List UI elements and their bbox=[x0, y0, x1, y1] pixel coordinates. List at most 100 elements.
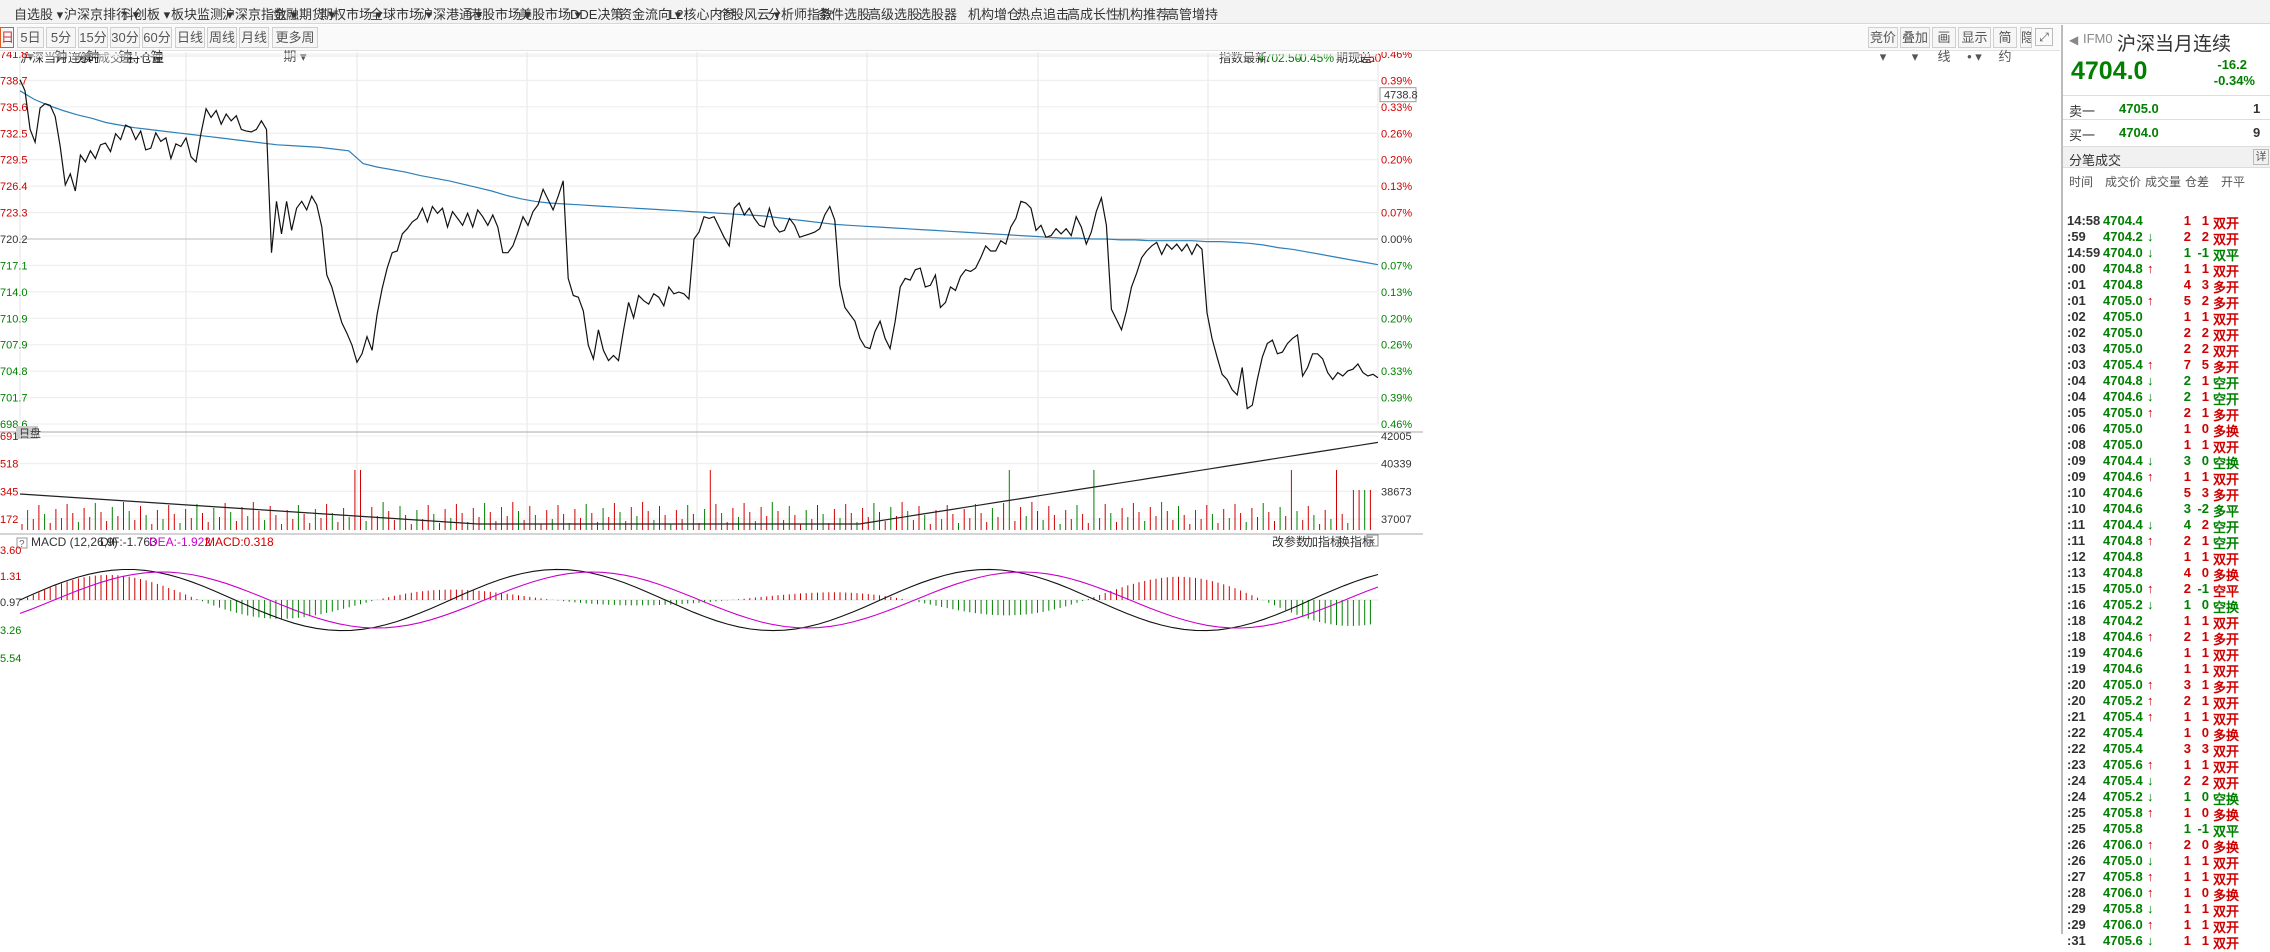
tick-p: 4705.0 bbox=[2103, 405, 2143, 420]
price-line[interactable] bbox=[19, 79, 1379, 410]
tick-d: 5 bbox=[2201, 357, 2209, 372]
period-button-2[interactable]: 5分钟 bbox=[46, 27, 76, 64]
menu-item-9[interactable]: 港股市场 ▾ bbox=[469, 7, 532, 22]
tick-header-0: 时间 bbox=[2069, 175, 2094, 189]
tick-a: ↓ bbox=[2147, 773, 2154, 788]
tick-detail-button[interactable]: 详 bbox=[2253, 149, 2269, 165]
tick-p: 4704.6 bbox=[2103, 661, 2143, 676]
chart-area: 沪深当月连续 分时 成交量 持仓量 指数最新: 4702.50 -0.45% 期现差: 1.50… bbox=[0, 49, 2060, 934]
tick-p: 4704.8 bbox=[2103, 373, 2143, 388]
menu-item-1[interactable]: 沪深京排行 ▾ bbox=[64, 7, 140, 22]
menu-item-7[interactable]: 全球市场 ▾ bbox=[370, 7, 433, 22]
period-button-3[interactable]: 15分钟 bbox=[78, 27, 108, 64]
price-axis-right-9: 0.13% bbox=[1381, 287, 1412, 299]
period-button-5[interactable]: 60分钟 bbox=[142, 27, 172, 64]
tick-d: 1 bbox=[2201, 613, 2209, 628]
menu-item-20[interactable]: 热点追击 bbox=[1017, 7, 1070, 22]
tick-p: 4704.8 bbox=[2103, 549, 2143, 564]
tick-v: 1 bbox=[2183, 789, 2191, 804]
tick-header-1: 成交价 bbox=[2105, 175, 2142, 189]
chart-tool-4[interactable]: 简约 bbox=[1993, 27, 2017, 64]
tick-d: 1 bbox=[2201, 645, 2209, 660]
menu-item-11[interactable]: DDE决策 bbox=[570, 7, 624, 22]
tick-v: 1 bbox=[2183, 933, 2191, 948]
menu-item-21[interactable]: 高成长性 bbox=[1067, 7, 1120, 22]
period-button-6[interactable]: 日线 bbox=[175, 27, 205, 48]
chart-tool-5[interactable]: 隐藏 ▾ bbox=[2020, 27, 2032, 48]
tick-d: 1 bbox=[2201, 693, 2209, 708]
menu-item-8[interactable]: 沪深港通 ▾ bbox=[420, 7, 483, 22]
tick-d: 1 bbox=[2201, 853, 2209, 868]
menu-item-12[interactable]: 资金流向 ▾ bbox=[619, 7, 682, 22]
macd-action-1: 加指标 bbox=[1306, 534, 1342, 549]
tick-d: 1 bbox=[2201, 533, 2209, 548]
tick-p: 4704.8 bbox=[2103, 533, 2143, 548]
tick-a: ↑ bbox=[2147, 917, 2154, 932]
menu-item-0[interactable]: 自选股 ▾ bbox=[14, 7, 64, 22]
menu-item-4[interactable]: 沪深京指数 ▾ bbox=[222, 7, 298, 22]
tick-v: 2 bbox=[2183, 837, 2191, 852]
chart-tool-2[interactable]: 画线 bbox=[1932, 27, 1956, 64]
tick-d: 1 bbox=[2201, 677, 2209, 692]
period-toolbar: 日 5日 ▾ 5分钟 15分钟 30分钟 60分钟 日线 周线 月线 更多周期 ▾ 竞价 ▾ 叠加 … bbox=[0, 25, 2060, 64]
tick-row: :24 4705.4 ↓ 2 2 双开 bbox=[2063, 773, 2270, 791]
tick-t: :02 bbox=[2067, 309, 2086, 324]
tick-v: 1 bbox=[2183, 869, 2191, 884]
tick-a: ↓ bbox=[2147, 245, 2154, 260]
back-arrow-icon[interactable]: ◀ bbox=[2069, 33, 2079, 47]
tick-p: 4705.8 bbox=[2103, 821, 2143, 836]
menu-item-10[interactable]: 美股市场 ▾ bbox=[519, 7, 582, 22]
period-button-0[interactable]: 日 bbox=[0, 27, 14, 48]
menu-item-5[interactable]: 金融期货 ▾ bbox=[273, 7, 336, 22]
period-button-9[interactable]: 更多周期 ▾ bbox=[272, 27, 318, 64]
tick-a: ↑ bbox=[2147, 581, 2154, 596]
tick-d: 1 bbox=[2201, 933, 2209, 948]
price-axis-right-11: 0.26% bbox=[1381, 340, 1412, 352]
menu-item-22[interactable]: 机构推荐 bbox=[1117, 7, 1170, 22]
menu-item-14[interactable]: 个股风云 ▾ bbox=[718, 7, 781, 22]
menu-item-13[interactable]: L2核心内参 bbox=[669, 7, 736, 22]
tick-d: 1 bbox=[2201, 917, 2209, 932]
chart-tool-3[interactable]: 显示 • ▾ bbox=[1958, 27, 1991, 64]
expand-icon[interactable]: ⤢ bbox=[2035, 28, 2053, 46]
menu-item-2[interactable]: 科创板 ▾ bbox=[121, 7, 171, 22]
tick-t: :02 bbox=[2067, 325, 2086, 340]
period-button-7[interactable]: 周线 bbox=[207, 27, 237, 48]
tick-t: 14:59 bbox=[2067, 245, 2101, 260]
tick-v: 5 bbox=[2183, 485, 2191, 500]
tick-v: 4 bbox=[2183, 517, 2191, 532]
tick-o: 双开 bbox=[2213, 232, 2240, 247]
period-button-8[interactable]: 月线 bbox=[239, 27, 269, 48]
menu-item-17[interactable]: 高级选股 bbox=[868, 7, 921, 22]
tick-p: 4704.4 bbox=[2103, 517, 2143, 532]
menu-item-3[interactable]: 板块监测 ▾ bbox=[171, 7, 234, 22]
chart-tool-0[interactable]: 竞价 ▾ bbox=[1868, 27, 1898, 64]
tick-v: 1 bbox=[2183, 469, 2191, 484]
menu-item-6[interactable]: 期权市场 ▾ bbox=[320, 7, 383, 22]
menu-item-15[interactable]: 分析师指数 bbox=[768, 7, 834, 22]
price-axis-left-1: 738.7 bbox=[0, 75, 28, 87]
tick-v: 1 bbox=[2183, 885, 2191, 900]
menu-item-18[interactable]: 选股器 bbox=[918, 7, 958, 22]
tick-a: ↓ bbox=[2147, 853, 2154, 868]
price-axis-left-8: 717.1 bbox=[0, 260, 28, 272]
period-button-4[interactable]: 30分钟 bbox=[110, 27, 140, 64]
tick-d: 0 bbox=[2201, 837, 2209, 852]
macd-close-icon[interactable] bbox=[1366, 534, 1379, 547]
tick-d: 1 bbox=[2201, 309, 2209, 324]
tick-row: :16 4705.2 ↓ 1 0 空换 bbox=[2063, 597, 2270, 615]
macd-help-icon[interactable] bbox=[16, 537, 28, 549]
tick-v: 1 bbox=[2183, 261, 2191, 276]
menu-item-19[interactable]: 机构增仓 bbox=[968, 7, 1021, 22]
tick-v: 2 bbox=[2183, 405, 2191, 420]
change-pct: -0.34% bbox=[2213, 73, 2255, 88]
chart-tool-1[interactable]: 叠加 ▾ bbox=[1900, 27, 1930, 64]
menu-item-16[interactable]: 条件选股 bbox=[818, 7, 871, 22]
contract-name: 沪深当月连续 bbox=[2117, 34, 2232, 55]
tick-t: :12 bbox=[2067, 549, 2086, 564]
tick-row: :19 4704.6 1 1 双开 bbox=[2063, 645, 2270, 663]
menu-item-23[interactable]: 高管增持 bbox=[1166, 7, 1219, 22]
tick-v: 2 bbox=[2183, 341, 2191, 356]
period-button-1[interactable]: 5日 ▾ bbox=[17, 27, 44, 64]
